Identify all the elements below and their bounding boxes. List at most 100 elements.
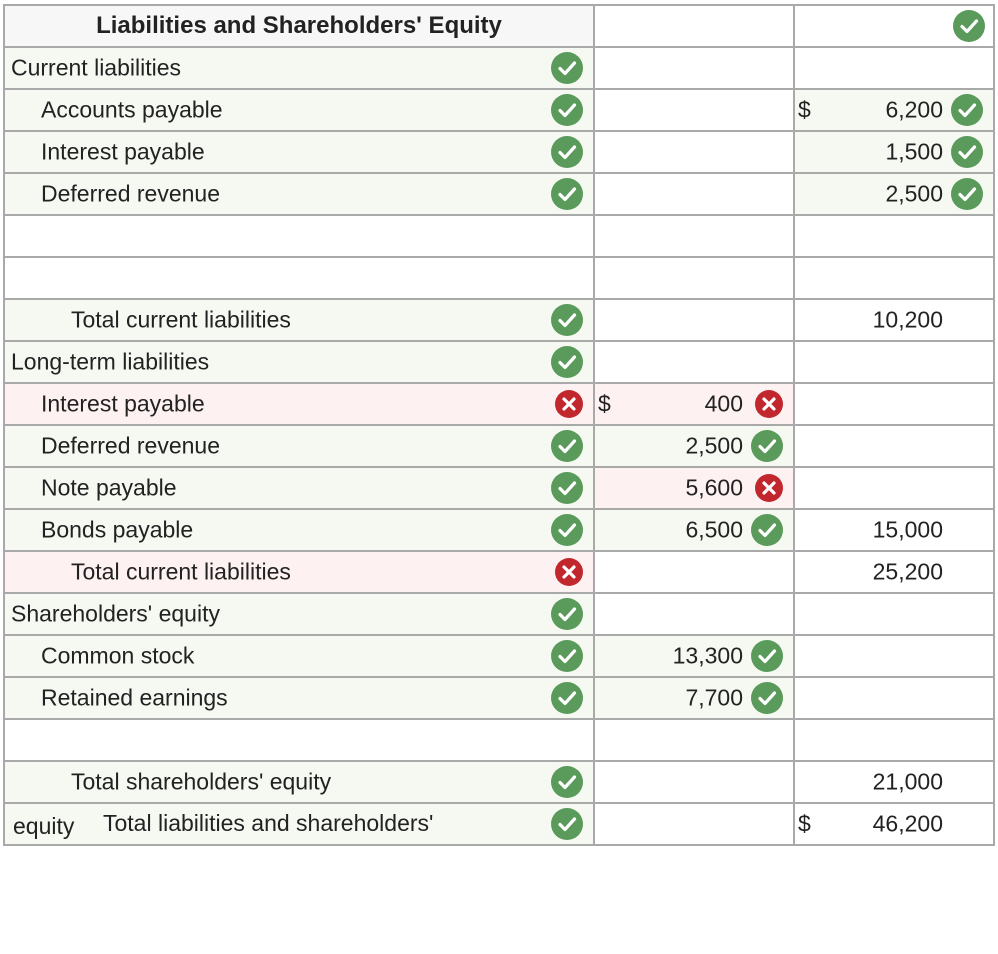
account-label-cell[interactable]: Accounts payable bbox=[3, 88, 595, 132]
amount-cell[interactable]: 5,600 bbox=[593, 466, 795, 510]
account-label-cell[interactable]: Total shareholders' equity bbox=[3, 760, 595, 804]
total-value: 25,200 bbox=[872, 558, 943, 585]
check-icon bbox=[951, 178, 983, 210]
account-label-cell[interactable] bbox=[3, 214, 595, 258]
check-icon bbox=[751, 682, 783, 714]
check-icon bbox=[551, 304, 583, 336]
total-cell[interactable] bbox=[793, 592, 995, 636]
account-label-cell[interactable]: Common stock bbox=[3, 634, 595, 678]
amount-cell[interactable]: 7,700 bbox=[593, 676, 795, 720]
account-label-cell[interactable]: Total liabilities and shareholders' equit… bbox=[3, 802, 595, 846]
amount-cell[interactable] bbox=[593, 550, 795, 594]
amount-cell[interactable]: $400 bbox=[593, 382, 795, 426]
amount-value: 13,300 bbox=[672, 642, 743, 669]
amount-cell[interactable] bbox=[593, 88, 795, 132]
account-label: Shareholders' equity bbox=[11, 600, 220, 627]
account-label: Total shareholders' equity bbox=[71, 768, 332, 795]
blank-row bbox=[3, 256, 995, 300]
total-cell[interactable]: $6,200 bbox=[793, 88, 995, 132]
total-value: 6,200 bbox=[885, 96, 943, 123]
table-row: Total liabilities and shareholders' equit… bbox=[3, 802, 995, 846]
x-icon bbox=[755, 474, 783, 502]
table-row: Common stock 13,300 bbox=[3, 634, 995, 678]
total-cell[interactable]: $46,200 bbox=[793, 802, 995, 846]
table-row: Deferred revenue 2,500 bbox=[3, 172, 995, 216]
table-row: Shareholders' equity bbox=[3, 592, 995, 636]
table-row: Total current liabilities 10,200 bbox=[3, 298, 995, 342]
amount-cell[interactable] bbox=[593, 340, 795, 384]
account-label-cell[interactable]: Deferred revenue bbox=[3, 424, 595, 468]
table-row: Current liabilities bbox=[3, 46, 995, 90]
table-row: Interest payable 1,500 bbox=[3, 130, 995, 174]
account-label-cell[interactable]: Interest payable bbox=[3, 382, 595, 426]
account-label-cell[interactable]: Long-term liabilities bbox=[3, 340, 595, 384]
total-cell[interactable] bbox=[793, 340, 995, 384]
total-cell[interactable] bbox=[793, 382, 995, 426]
x-icon bbox=[755, 390, 783, 418]
total-cell[interactable]: 21,000 bbox=[793, 760, 995, 804]
account-label-cell[interactable]: Retained earnings bbox=[3, 676, 595, 720]
total-cell[interactable]: 2,500 bbox=[793, 172, 995, 216]
total-cell[interactable] bbox=[793, 634, 995, 678]
amount-cell[interactable]: 2,500 bbox=[593, 424, 795, 468]
total-cell[interactable]: 25,200 bbox=[793, 550, 995, 594]
amount-cell[interactable] bbox=[593, 592, 795, 636]
account-label-cell[interactable]: Note payable bbox=[3, 466, 595, 510]
account-label: Note payable bbox=[41, 474, 177, 501]
check-icon bbox=[551, 430, 583, 462]
check-icon bbox=[551, 94, 583, 126]
currency-symbol: $ bbox=[798, 96, 811, 123]
blank-row bbox=[3, 214, 995, 258]
amount-value: 7,700 bbox=[685, 684, 743, 711]
balance-sheet-table: Liabilities and Shareholders' Equity Curr… bbox=[3, 4, 995, 846]
account-label-cell[interactable]: Total current liabilities bbox=[3, 298, 595, 342]
amount-cell[interactable]: 6,500 bbox=[593, 508, 795, 552]
account-label-cell[interactable]: Current liabilities bbox=[3, 46, 595, 90]
account-label-cell[interactable]: Bonds payable bbox=[3, 508, 595, 552]
table-row: Total current liabilities 25,200 bbox=[3, 550, 995, 594]
total-cell[interactable] bbox=[793, 718, 995, 762]
total-value: 2,500 bbox=[885, 180, 943, 207]
check-icon bbox=[551, 808, 583, 840]
account-label-cell[interactable] bbox=[3, 256, 595, 300]
total-cell[interactable]: 15,000 bbox=[793, 508, 995, 552]
total-cell[interactable] bbox=[793, 256, 995, 300]
amount-cell[interactable] bbox=[593, 802, 795, 846]
account-label-cell[interactable]: Deferred revenue bbox=[3, 172, 595, 216]
table-header-row: Liabilities and Shareholders' Equity bbox=[3, 4, 995, 48]
check-icon bbox=[751, 514, 783, 546]
amount-value: 2,500 bbox=[685, 432, 743, 459]
account-label-cell[interactable]: Interest payable bbox=[3, 130, 595, 174]
amount-cell[interactable]: 13,300 bbox=[593, 634, 795, 678]
amount-cell[interactable] bbox=[593, 256, 795, 300]
total-cell[interactable]: 10,200 bbox=[793, 298, 995, 342]
total-cell[interactable] bbox=[793, 424, 995, 468]
total-cell[interactable] bbox=[793, 676, 995, 720]
amount-cell[interactable] bbox=[593, 172, 795, 216]
table-row: Retained earnings 7,700 bbox=[3, 676, 995, 720]
amount-cell[interactable] bbox=[593, 718, 795, 762]
check-icon bbox=[551, 346, 583, 378]
table-row: Accounts payable $6,200 bbox=[3, 88, 995, 132]
total-cell[interactable]: 1,500 bbox=[793, 130, 995, 174]
amount-cell[interactable] bbox=[593, 760, 795, 804]
account-label: Current liabilities bbox=[11, 54, 182, 81]
total-cell[interactable] bbox=[793, 466, 995, 510]
amount-cell[interactable] bbox=[593, 298, 795, 342]
check-icon bbox=[953, 10, 985, 42]
account-label: Accounts payable bbox=[41, 96, 223, 123]
currency-symbol: $ bbox=[598, 390, 611, 417]
total-cell[interactable] bbox=[793, 46, 995, 90]
account-label: Deferred revenue bbox=[41, 432, 220, 459]
amount-cell[interactable] bbox=[593, 130, 795, 174]
account-label-cell[interactable]: Total current liabilities bbox=[3, 550, 595, 594]
check-icon bbox=[951, 136, 983, 168]
check-icon bbox=[551, 598, 583, 630]
check-icon bbox=[551, 52, 583, 84]
amount-cell[interactable] bbox=[593, 214, 795, 258]
account-label-cell[interactable]: Shareholders' equity bbox=[3, 592, 595, 636]
account-label-cell[interactable] bbox=[3, 718, 595, 762]
account-label: Common stock bbox=[41, 642, 195, 669]
amount-cell[interactable] bbox=[593, 46, 795, 90]
total-cell[interactable] bbox=[793, 214, 995, 258]
